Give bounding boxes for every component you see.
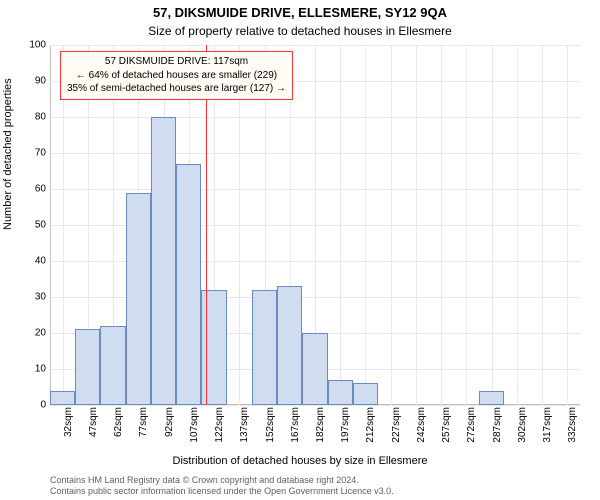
gridline-v bbox=[492, 45, 493, 405]
x-tick-label: 62sqm bbox=[113, 407, 124, 437]
histogram-bar bbox=[151, 117, 176, 405]
y-tick-label: 50 bbox=[35, 220, 46, 231]
x-tick-label: 272sqm bbox=[466, 407, 477, 443]
histogram-bar bbox=[479, 391, 504, 405]
footer-line-2: Contains public sector information licen… bbox=[50, 486, 394, 498]
y-tick-label: 40 bbox=[35, 256, 46, 267]
x-tick-label: 332sqm bbox=[567, 407, 578, 443]
x-tick-label: 197sqm bbox=[340, 407, 351, 443]
plot-area: 010203040506070809010032sqm47sqm62sqm77s… bbox=[50, 45, 580, 405]
x-tick-label: 182sqm bbox=[315, 407, 326, 443]
histogram-bar bbox=[302, 333, 327, 405]
y-tick-label: 90 bbox=[35, 76, 46, 87]
histogram-bar bbox=[75, 329, 100, 405]
footer-line-1: Contains HM Land Registry data © Crown c… bbox=[50, 475, 394, 487]
gridline-v bbox=[340, 45, 341, 405]
gridline-v bbox=[567, 45, 568, 405]
x-tick-label: 302sqm bbox=[517, 407, 528, 443]
histogram-bar bbox=[50, 391, 75, 405]
gridline-v bbox=[517, 45, 518, 405]
histogram-bar bbox=[353, 383, 378, 405]
histogram-bar bbox=[277, 286, 302, 405]
y-tick-label: 70 bbox=[35, 148, 46, 159]
annotation-line-1: 57 DIKSMUIDE DRIVE: 117sqm bbox=[67, 55, 286, 69]
y-tick-label: 0 bbox=[40, 400, 46, 411]
x-tick-label: 242sqm bbox=[416, 407, 427, 443]
x-tick-label: 92sqm bbox=[164, 407, 175, 437]
x-tick-label: 317sqm bbox=[542, 407, 553, 443]
y-tick-label: 30 bbox=[35, 292, 46, 303]
chart-subtitle: Size of property relative to detached ho… bbox=[0, 24, 600, 38]
histogram-bar bbox=[126, 193, 151, 405]
gridline-v bbox=[391, 45, 392, 405]
gridline-v bbox=[542, 45, 543, 405]
x-tick-label: 257sqm bbox=[441, 407, 452, 443]
x-tick-label: 122sqm bbox=[214, 407, 225, 443]
gridline-v bbox=[466, 45, 467, 405]
y-axis-label: Number of detached properties bbox=[2, 78, 14, 230]
annotation-line-2: ← 64% of detached houses are smaller (22… bbox=[67, 69, 286, 83]
histogram-bar bbox=[252, 290, 277, 405]
y-tick-label: 10 bbox=[35, 364, 46, 375]
annotation-line-3: 35% of semi-detached houses are larger (… bbox=[67, 82, 286, 96]
annotation-box: 57 DIKSMUIDE DRIVE: 117sqm← 64% of detac… bbox=[60, 51, 293, 100]
x-tick-label: 287sqm bbox=[492, 407, 503, 443]
histogram-bar bbox=[176, 164, 201, 405]
x-tick-label: 227sqm bbox=[391, 407, 402, 443]
x-tick-label: 32sqm bbox=[63, 407, 74, 437]
x-tick-label: 47sqm bbox=[88, 407, 99, 437]
chart-title: 57, DIKSMUIDE DRIVE, ELLESMERE, SY12 9QA bbox=[0, 5, 600, 20]
x-tick-label: 152sqm bbox=[265, 407, 276, 443]
y-tick-label: 80 bbox=[35, 112, 46, 123]
x-tick-label: 167sqm bbox=[290, 407, 301, 443]
gridline-v bbox=[365, 45, 366, 405]
y-tick-label: 20 bbox=[35, 328, 46, 339]
footer-attribution: Contains HM Land Registry data © Crown c… bbox=[50, 475, 394, 498]
histogram-bar bbox=[100, 326, 125, 405]
gridline-v bbox=[441, 45, 442, 405]
x-tick-label: 137sqm bbox=[239, 407, 250, 443]
chart-container: 57, DIKSMUIDE DRIVE, ELLESMERE, SY12 9QA… bbox=[0, 0, 600, 500]
y-tick-label: 100 bbox=[29, 40, 46, 51]
x-tick-label: 212sqm bbox=[365, 407, 376, 443]
y-tick-label: 60 bbox=[35, 184, 46, 195]
x-tick-label: 77sqm bbox=[138, 407, 149, 437]
gridline-h bbox=[50, 405, 580, 406]
gridline-v bbox=[416, 45, 417, 405]
x-axis-label: Distribution of detached houses by size … bbox=[0, 455, 600, 467]
x-tick-label: 107sqm bbox=[189, 407, 200, 443]
histogram-bar bbox=[328, 380, 353, 405]
